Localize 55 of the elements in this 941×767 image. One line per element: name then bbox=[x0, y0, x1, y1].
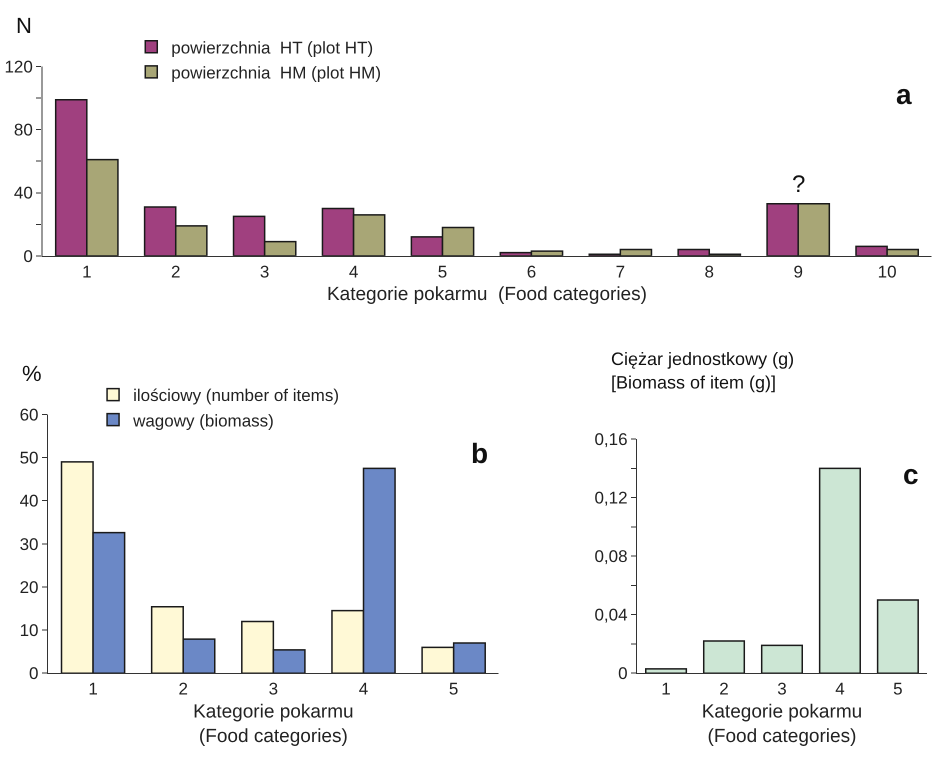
annotation: c bbox=[903, 459, 919, 490]
legend-label: powierzchnia HM (plot HM) bbox=[171, 63, 382, 82]
x-tick-label: 2 bbox=[171, 262, 180, 282]
x-tick-label: 6 bbox=[526, 262, 536, 282]
y-tick-label: 30 bbox=[20, 534, 38, 554]
x-tick-label: 10 bbox=[878, 262, 897, 282]
y-axis-title: % bbox=[22, 361, 42, 386]
x-tick-label: 1 bbox=[88, 680, 98, 699]
legend-label: powierzchnia HT (plot HT) bbox=[171, 38, 374, 58]
x-tick-label: 1 bbox=[82, 262, 92, 282]
x-tick-label: 7 bbox=[616, 262, 626, 282]
x-tick-label: 8 bbox=[704, 262, 714, 282]
y-tick-label: 50 bbox=[20, 448, 38, 468]
x-tick-label: 2 bbox=[719, 680, 729, 699]
bar bbox=[818, 468, 861, 674]
annotation: a bbox=[896, 79, 912, 110]
x-tick-label: 3 bbox=[777, 680, 787, 699]
bar bbox=[702, 640, 746, 674]
x-tick-label: 1 bbox=[661, 680, 671, 699]
y-tick-label: 0 bbox=[29, 664, 38, 684]
y-tick-label: 40 bbox=[20, 492, 38, 511]
y-tick-label: 40 bbox=[14, 184, 33, 203]
legend-label: wagowy (biomass) bbox=[132, 411, 274, 430]
x-tick-label: 4 bbox=[358, 680, 368, 699]
x-tick-label: 3 bbox=[260, 262, 270, 282]
bar bbox=[760, 644, 804, 674]
bar bbox=[876, 599, 919, 674]
annotation: b bbox=[471, 438, 488, 469]
y-tick-label: 0 bbox=[23, 246, 33, 266]
x-tick-label: 5 bbox=[893, 680, 903, 699]
x-tick-label: 9 bbox=[793, 262, 803, 282]
x-tick-label: 2 bbox=[178, 680, 188, 699]
legend-label: ilościowy (number of items) bbox=[133, 386, 340, 406]
x-axis-title: Kategorie pokarmu (Food categories) bbox=[702, 702, 862, 748]
y-axis-title: Ciężar jednostkowy (g) [Biomass of item (g)] bbox=[611, 349, 794, 392]
y-tick-label: 0,16 bbox=[594, 430, 628, 450]
x-tick-label: 3 bbox=[268, 680, 278, 699]
y-axis-title: N bbox=[16, 13, 32, 38]
y-tick-label: 0,04 bbox=[594, 606, 628, 625]
y-tick-label: 0,08 bbox=[594, 547, 628, 566]
x-axis-title: Kategorie pokarmu (Food categories) bbox=[326, 284, 647, 306]
y-tick-label: 20 bbox=[20, 578, 38, 597]
y-tick-label: 80 bbox=[14, 120, 33, 140]
x-tick-label: 5 bbox=[448, 680, 458, 699]
x-tick-label: 4 bbox=[835, 680, 845, 699]
bar bbox=[644, 668, 688, 674]
y-tick-label: 0 bbox=[618, 664, 628, 684]
y-tick-label: 60 bbox=[20, 405, 38, 424]
annotation: ? bbox=[792, 171, 806, 198]
x-tick-label: 5 bbox=[438, 262, 448, 282]
y-tick-label: 120 bbox=[4, 58, 33, 77]
x-tick-label: 4 bbox=[348, 262, 358, 282]
y-tick-label: 0,12 bbox=[594, 488, 628, 508]
x-axis-title: Kategorie pokarmu (Food categories) bbox=[193, 702, 354, 748]
y-tick-label: 10 bbox=[20, 621, 38, 640]
